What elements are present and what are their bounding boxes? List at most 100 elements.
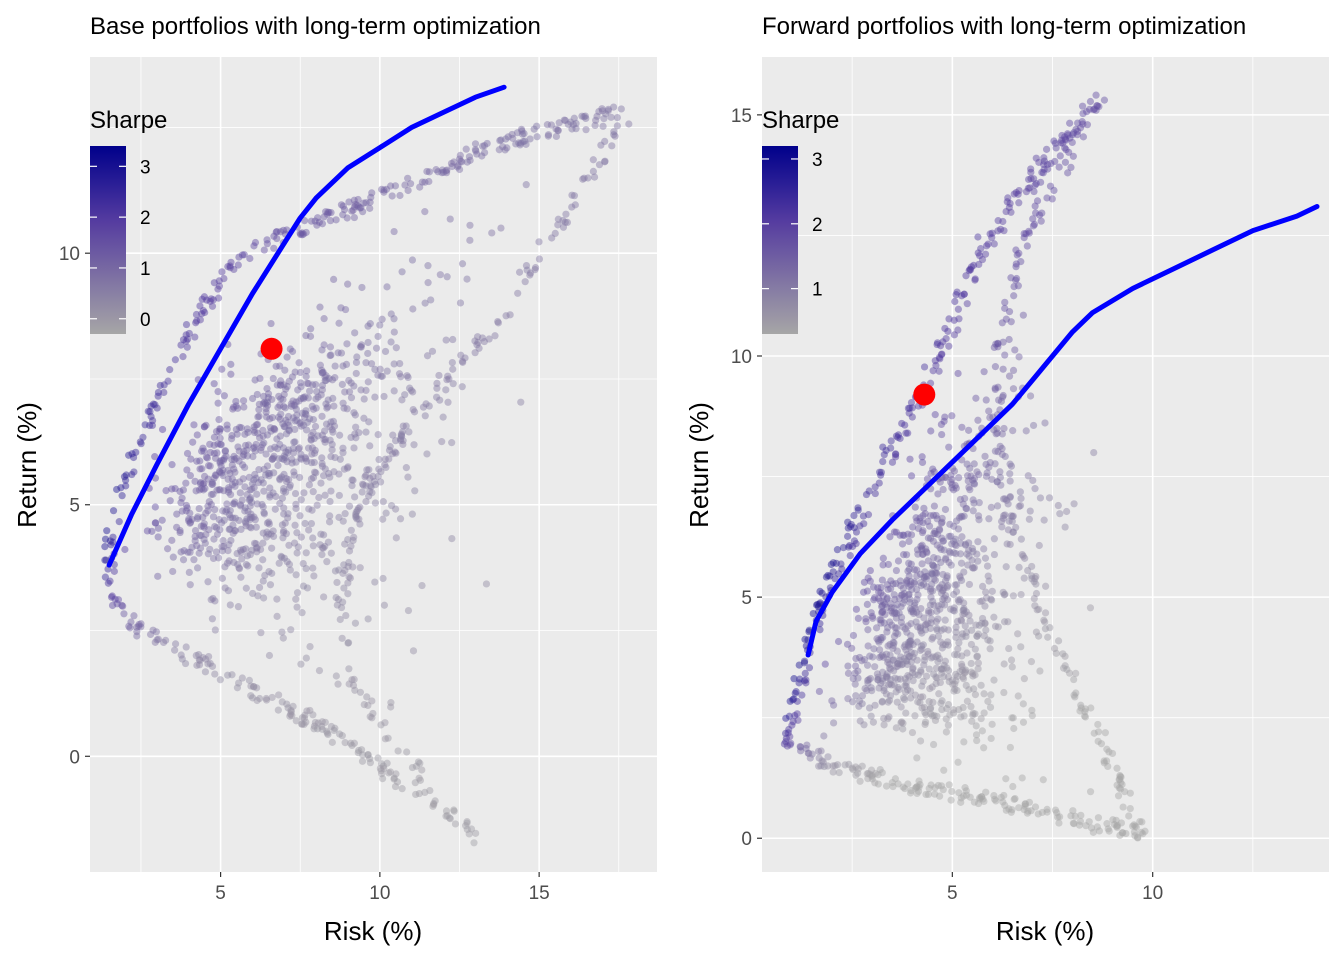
scatter-point: [282, 385, 290, 393]
scatter-point: [237, 548, 245, 556]
scatter-point: [533, 122, 541, 130]
scatter-point: [906, 637, 914, 646]
scatter-point: [307, 519, 316, 528]
scatter-point: [814, 747, 823, 755]
scatter-point: [1061, 135, 1070, 143]
scatter-point: [399, 428, 407, 436]
scatter-point: [1050, 137, 1058, 145]
scatter-point: [1036, 667, 1044, 675]
scatter-point: [306, 387, 314, 395]
scatter-point: [968, 626, 976, 634]
scatter-point: [377, 478, 385, 486]
scatter-point: [871, 483, 879, 491]
scatter-point: [392, 534, 400, 542]
scatter-point: [1070, 691, 1078, 699]
scatter-point: [554, 221, 562, 229]
scatter-point: [404, 174, 412, 182]
scatter-point: [1078, 118, 1086, 126]
scatter-point: [960, 792, 968, 800]
scatter-point: [361, 473, 369, 481]
scatter-point: [208, 302, 217, 310]
scatter-point: [1005, 805, 1013, 813]
scatter-point: [1069, 819, 1077, 827]
scatter-point: [911, 691, 920, 699]
scatter-point: [936, 792, 944, 800]
scatter-point: [1020, 574, 1028, 582]
scatter-point: [899, 783, 907, 791]
scatter-point: [232, 425, 240, 434]
scatter-point: [1038, 168, 1046, 177]
scatter-point: [898, 419, 906, 428]
scatter-point: [115, 518, 123, 526]
scatter-point: [389, 431, 397, 439]
scatter-point: [871, 663, 879, 671]
scatter-point: [967, 659, 975, 668]
scatter-point: [381, 719, 389, 727]
scatter-point: [1061, 144, 1069, 152]
scatter-point: [226, 601, 234, 609]
scatter-point: [941, 505, 950, 514]
scatter-point: [212, 427, 221, 436]
scatter-point: [896, 434, 904, 443]
scatter-point: [450, 158, 458, 166]
scatter-point: [302, 407, 310, 415]
scatter-point: [472, 147, 480, 155]
scatter-point: [193, 431, 201, 439]
scatter-point: [136, 438, 144, 446]
scatter-point: [378, 770, 386, 778]
scatter-point: [880, 619, 888, 627]
scatter-point: [445, 375, 453, 383]
scatter-point: [120, 610, 128, 618]
scatter-point: [1046, 182, 1055, 190]
scatter-point: [1002, 563, 1010, 571]
scatter-point: [987, 503, 995, 511]
scatter-point: [293, 549, 301, 557]
scatter-point: [1138, 818, 1146, 826]
scatter-point: [284, 704, 292, 712]
scatter-point: [243, 452, 252, 460]
scatter-point: [879, 457, 887, 466]
scatter-point: [1139, 830, 1147, 838]
scatter-point: [1015, 804, 1023, 812]
scatter-point: [852, 540, 860, 548]
scatter-point: [1131, 832, 1139, 840]
scatter-point: [1031, 803, 1040, 811]
scatter-point: [930, 502, 938, 510]
scatter-point: [272, 362, 280, 370]
scatter-point: [1114, 792, 1123, 800]
scatter-point: [854, 506, 862, 514]
scatter-point: [1006, 493, 1014, 501]
scatter-point: [877, 468, 885, 476]
scatter-point: [279, 444, 288, 452]
scatter-point: [327, 549, 335, 557]
scatter-point: [166, 366, 174, 374]
scatter-point: [357, 341, 366, 349]
scatter-point: [1004, 194, 1012, 202]
scatter-point: [260, 246, 268, 254]
scatter-point: [960, 290, 968, 298]
scatter-point: [600, 115, 608, 123]
scatter-point: [980, 709, 988, 717]
scatter-point: [1076, 124, 1085, 132]
scatter-point: [208, 662, 217, 670]
scatter-point: [302, 549, 310, 557]
scatter-point: [1032, 179, 1040, 188]
scatter-point: [182, 320, 191, 329]
scatter-point: [340, 205, 349, 214]
y-tick-label: 0: [741, 829, 752, 850]
scatter-point: [198, 295, 206, 303]
scatter-point: [845, 760, 853, 769]
scatter-point: [284, 412, 293, 421]
scatter-point: [837, 560, 845, 568]
scatter-points: [780, 91, 1149, 842]
scatter-point: [213, 530, 222, 538]
scatter-point: [289, 702, 297, 710]
scatter-point: [130, 468, 138, 476]
scatter-point: [1074, 127, 1082, 135]
scatter-point: [209, 513, 218, 521]
scatter-point: [786, 697, 794, 705]
scatter-point: [128, 450, 136, 458]
scatter-point: [929, 698, 937, 706]
scatter-point: [307, 432, 315, 440]
scatter-point: [234, 443, 242, 451]
